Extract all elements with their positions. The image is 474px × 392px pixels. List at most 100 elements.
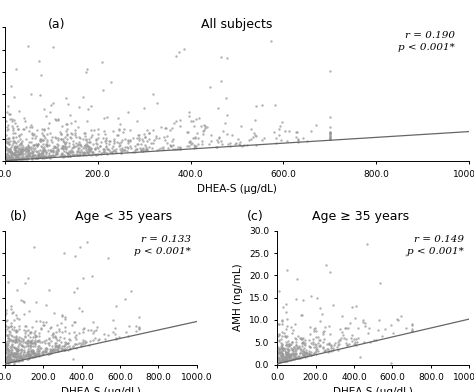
Point [286, 352, 293, 358]
Point [13, 154, 21, 160]
Point [191, 145, 198, 151]
Point [9, 134, 17, 140]
Point [138, 146, 146, 152]
Point [15, 316, 23, 322]
Point [47, 102, 55, 108]
Point [337, 334, 345, 341]
Point [18, 149, 25, 156]
Point [92, 327, 100, 334]
Point [43, 319, 50, 325]
Point [31, 334, 38, 341]
Point [302, 350, 310, 356]
Point [282, 333, 289, 339]
Point [75, 305, 83, 311]
Point [8, 347, 16, 353]
Point [290, 350, 298, 357]
Point [38, 339, 46, 345]
Point [277, 336, 284, 342]
Point [82, 136, 90, 142]
Point [7, 345, 15, 352]
Point [282, 355, 289, 361]
Point [284, 351, 292, 358]
Point [310, 325, 318, 332]
Point [53, 145, 61, 152]
Point [338, 329, 346, 335]
Point [24, 152, 31, 159]
Point [238, 142, 246, 149]
Point [13, 351, 21, 357]
Point [282, 309, 290, 315]
Point [295, 355, 303, 361]
Point [35, 152, 43, 158]
Point [176, 146, 183, 152]
Point [23, 340, 30, 346]
Point [24, 341, 32, 348]
Point [288, 338, 296, 345]
Point [3, 155, 11, 162]
Point [25, 355, 32, 361]
Point [11, 156, 19, 163]
Point [282, 354, 290, 361]
Point [7, 144, 15, 151]
Point [8, 156, 16, 163]
Point [66, 337, 74, 343]
Point [306, 351, 314, 357]
Point [28, 156, 36, 162]
Point [277, 352, 284, 359]
Point [23, 155, 30, 162]
Point [24, 356, 31, 362]
Point [9, 156, 17, 162]
Point [149, 127, 156, 133]
Point [8, 343, 15, 350]
Point [69, 151, 76, 158]
Point [351, 341, 358, 347]
Point [1, 311, 9, 318]
Point [140, 147, 147, 154]
Point [20, 353, 27, 359]
Point [9, 338, 17, 345]
Point [72, 332, 79, 338]
Point [299, 334, 306, 341]
Point [73, 152, 81, 158]
Point [278, 344, 286, 350]
Point [59, 143, 67, 150]
Point [351, 339, 359, 345]
Point [25, 143, 32, 150]
Point [31, 145, 38, 151]
Point [8, 151, 15, 158]
Point [131, 143, 138, 149]
Point [61, 153, 69, 160]
Point [5, 357, 12, 363]
Point [59, 136, 67, 142]
Point [33, 154, 41, 161]
Point [34, 343, 42, 349]
Point [6, 351, 13, 357]
Point [12, 154, 19, 160]
Point [81, 338, 89, 345]
Point [14, 348, 21, 354]
Point [12, 351, 20, 358]
Point [7, 153, 15, 160]
Point [303, 138, 310, 144]
Point [11, 143, 18, 150]
Point [252, 103, 260, 109]
Point [12, 154, 20, 160]
Point [205, 141, 213, 147]
Point [91, 328, 98, 334]
Point [88, 132, 95, 138]
Point [83, 138, 91, 145]
Point [64, 150, 72, 156]
Point [24, 143, 32, 149]
Point [32, 154, 40, 160]
Point [63, 131, 70, 137]
Point [373, 338, 380, 344]
Point [278, 352, 286, 358]
Point [4, 352, 11, 358]
Point [42, 151, 50, 158]
Point [46, 154, 54, 161]
Point [8, 148, 15, 154]
Point [14, 152, 21, 158]
Point [26, 334, 34, 340]
Point [46, 130, 54, 136]
Point [23, 356, 31, 362]
